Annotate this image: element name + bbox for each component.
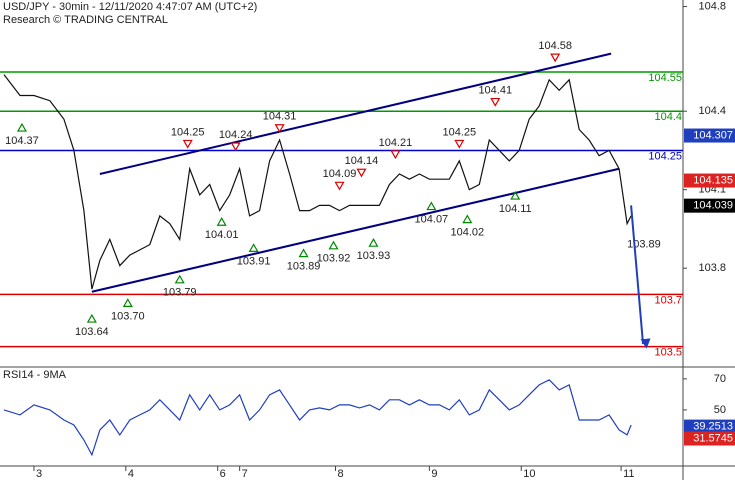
- pivot-label: 104.25: [171, 126, 205, 138]
- pivot-marker: [550, 53, 561, 63]
- series-line: [3, 379, 632, 457]
- pivot-marker: [328, 240, 339, 250]
- pivot-marker: [356, 168, 367, 178]
- series-line: [3, 74, 632, 290]
- pivot-label: 103.92: [317, 253, 351, 265]
- level-label: 104.55: [648, 72, 682, 84]
- pivot-label: 104.58: [538, 40, 572, 52]
- forecast-arrow: [630, 205, 651, 349]
- pivot-marker: [454, 139, 465, 149]
- pivot-label: 104.09: [323, 168, 357, 180]
- y-tick-label: 103.8: [698, 262, 726, 274]
- channel-line: [99, 52, 612, 175]
- pivot-label: 104.21: [379, 137, 413, 149]
- price-tag: [684, 173, 735, 188]
- pivot-label: 103.79: [163, 287, 197, 299]
- pivot-marker: [182, 139, 193, 149]
- x-tick-label: 11: [623, 468, 634, 480]
- pivot-marker: [462, 214, 473, 224]
- x-tick-label: 3: [36, 468, 42, 480]
- pivot-label: 104.37: [5, 135, 39, 147]
- pivot-marker: [390, 150, 401, 160]
- pivot-label: 104.24: [219, 129, 253, 141]
- x-tick-label: 9: [431, 468, 437, 480]
- pivot-marker: [334, 181, 345, 191]
- pivot-marker: [248, 243, 259, 253]
- chart-subtitle: Research © TRADING CENTRAL: [3, 14, 168, 26]
- y-tick-label: 104.8: [698, 0, 726, 12]
- pivot-label: 104.02: [450, 227, 484, 239]
- price-tag: [684, 419, 735, 434]
- price-tag: [684, 128, 735, 143]
- pivot-marker: [174, 274, 185, 284]
- pivot-marker: [230, 142, 241, 152]
- price-tag-label: 104.135: [693, 174, 733, 186]
- price-tag-label: 104.307: [693, 129, 733, 141]
- pivot-marker: [216, 217, 227, 226]
- pivot-label: 104.31: [263, 111, 297, 123]
- pivot-marker: [298, 248, 309, 258]
- x-tick-label: 4: [128, 468, 134, 480]
- pivot-marker: [122, 298, 133, 307]
- pivot-label: 103.70: [111, 310, 145, 322]
- chart-title: USD/JPY - 30min - 12/11/2020 4:47:07 AM …: [3, 1, 257, 13]
- pivot-label: 103.91: [237, 255, 271, 267]
- pivot-label: 104.01: [205, 229, 239, 241]
- pivot-marker: [86, 313, 97, 323]
- y-tick-label: 50: [714, 404, 726, 416]
- price-tag-label: 104.039: [693, 200, 733, 212]
- pivot-marker: [510, 190, 521, 200]
- price-tag-label: 39.2513: [693, 420, 733, 432]
- pivot-label: 104.11: [499, 203, 532, 215]
- target-label: 103.89: [627, 239, 661, 251]
- pivot-label: 103.89: [287, 261, 321, 273]
- pivot-marker: [426, 201, 437, 211]
- pivot-label: 104.07: [415, 213, 449, 225]
- pivot-label: 104.41: [478, 84, 512, 96]
- price-tag: [684, 431, 735, 446]
- y-tick-label: 70: [714, 373, 726, 385]
- x-tick-label: 7: [242, 468, 248, 480]
- level-label: 103.5: [654, 347, 682, 359]
- pivot-label: 103.64: [75, 326, 109, 338]
- pivot-label: 103.93: [357, 250, 391, 262]
- level-label: 103.7: [654, 294, 682, 306]
- pivot-marker: [490, 97, 501, 107]
- x-tick-label: 10: [523, 468, 535, 480]
- y-tick-label: 104.4: [698, 105, 726, 117]
- pivot-marker: [274, 124, 285, 133]
- price-tag-label: 31.5745: [693, 432, 733, 444]
- x-tick-label: 8: [338, 468, 344, 480]
- rsi-title: RSI14 - 9MA: [3, 369, 67, 381]
- level-label: 104.4: [654, 111, 682, 123]
- level-label: 104.25: [648, 150, 682, 162]
- pivot-marker: [16, 122, 28, 132]
- pivot-label: 104.25: [442, 126, 476, 138]
- pivot-marker: [368, 237, 379, 247]
- price-tag: [684, 198, 735, 213]
- pivot-label: 104.14: [345, 155, 379, 167]
- channel-line: [91, 167, 620, 293]
- x-tick-label: 6: [220, 468, 226, 480]
